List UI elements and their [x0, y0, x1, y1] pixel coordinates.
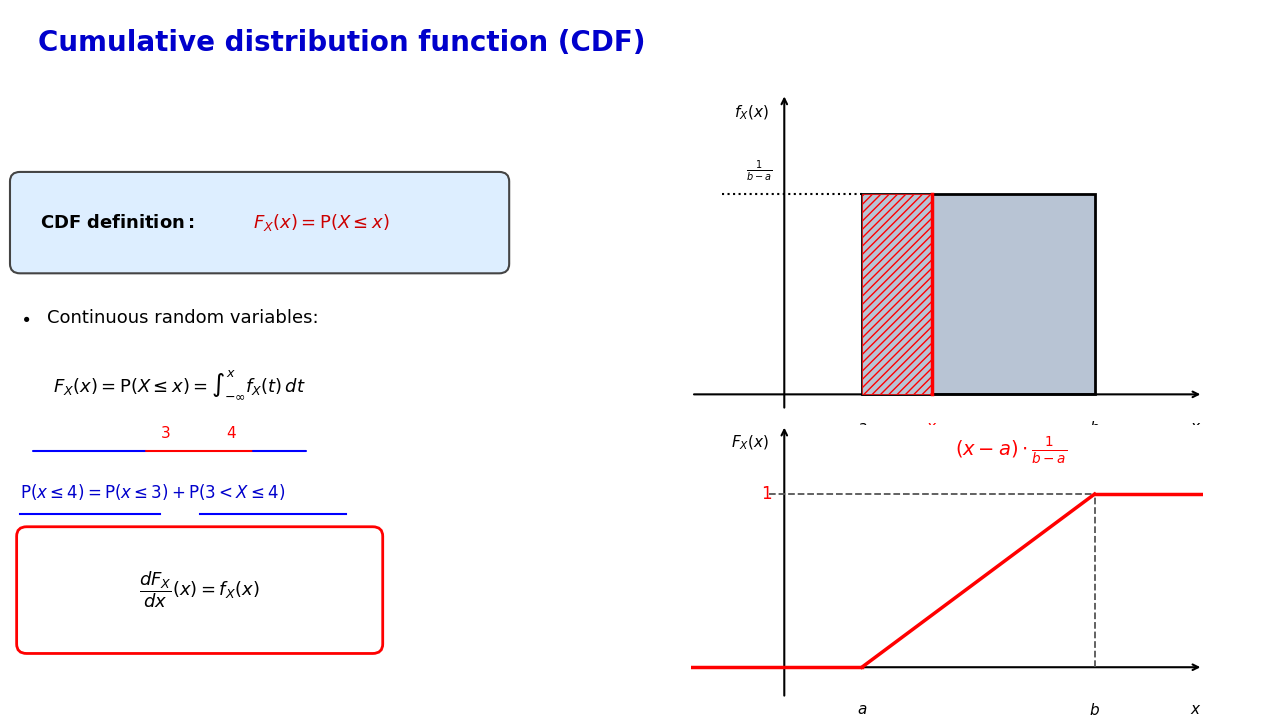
Text: $\mathbf{CDF\ definition:}$: $\mathbf{CDF\ definition:}$ — [40, 214, 195, 232]
Text: $(x-a)\cdot\frac{1}{b-a}$: $(x-a)\cdot\frac{1}{b-a}$ — [955, 436, 1068, 466]
Text: $x$: $x$ — [925, 420, 937, 436]
Text: $4$: $4$ — [227, 425, 237, 441]
Text: $b$: $b$ — [1089, 420, 1100, 436]
Text: Cumulative distribution function (CDF): Cumulative distribution function (CDF) — [38, 29, 646, 57]
Text: $1$: $1$ — [760, 485, 772, 503]
Text: $a$: $a$ — [856, 702, 867, 717]
Text: $F_X(x) = \mathrm{P}(X \leq x) = \int_{-\infty}^{x} f_X(t)\, dt$: $F_X(x) = \mathrm{P}(X \leq x) = \int_{-… — [54, 368, 306, 400]
Text: $x$: $x$ — [1189, 420, 1201, 436]
Text: Continuous random variables:: Continuous random variables: — [46, 309, 319, 327]
Text: $F_X(x)$: $F_X(x)$ — [731, 433, 769, 452]
Text: $\dfrac{dF_X}{dx}(x) = f_X(x)$: $\dfrac{dF_X}{dx}(x) = f_X(x)$ — [140, 570, 260, 611]
Text: $F_X(x) = \mathrm{P}(X \leq x)$: $F_X(x) = \mathrm{P}(X \leq x)$ — [253, 212, 389, 233]
Text: $x$: $x$ — [1189, 702, 1201, 717]
Bar — [861, 194, 1094, 395]
Text: $\frac{1}{b-a}$: $\frac{1}{b-a}$ — [746, 159, 772, 184]
Bar — [861, 194, 932, 395]
Text: $\mathrm{P}(x \leq 4) = \mathrm{P}(x \leq 3) + \mathrm{P}(3 < X \leq 4)$: $\mathrm{P}(x \leq 4) = \mathrm{P}(x \le… — [20, 482, 285, 502]
Text: $f_X(x)$: $f_X(x)$ — [735, 104, 769, 122]
Text: $b$: $b$ — [1089, 702, 1100, 718]
Text: $\bullet$: $\bullet$ — [20, 309, 31, 327]
Text: $3$: $3$ — [160, 425, 170, 441]
FancyBboxPatch shape — [10, 172, 509, 274]
Text: $a$: $a$ — [856, 420, 867, 436]
FancyBboxPatch shape — [17, 527, 383, 654]
